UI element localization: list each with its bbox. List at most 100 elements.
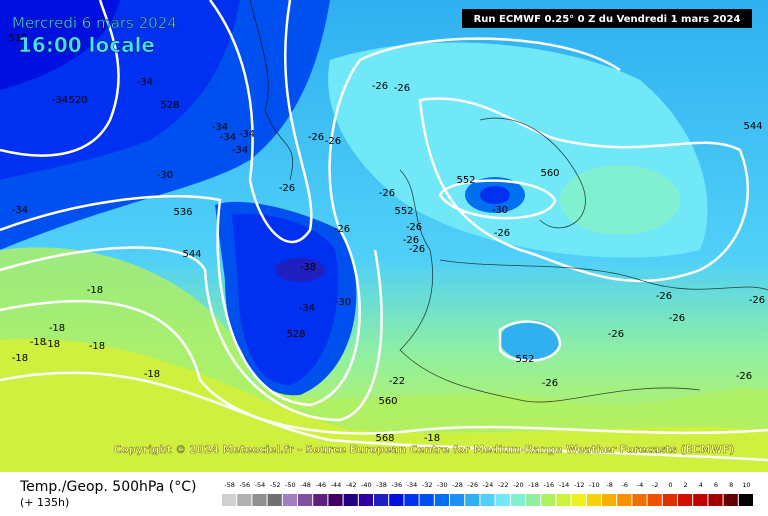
map-label: 520 bbox=[68, 95, 87, 106]
legend-swatch bbox=[313, 494, 328, 506]
map-label: 528 bbox=[286, 329, 305, 340]
map-label: -26 bbox=[372, 81, 388, 92]
contour bbox=[0, 371, 768, 462]
legend-swatch bbox=[434, 494, 449, 506]
map-label: -26 bbox=[608, 329, 624, 340]
map-label: -18 bbox=[44, 339, 60, 350]
map-label: 560 bbox=[540, 168, 559, 179]
legend-swatch bbox=[586, 494, 601, 506]
run-box bbox=[462, 9, 752, 28]
run-info: Run ECMWF 0.25° 0 Z du Vendredi 1 mars 2… bbox=[474, 14, 741, 25]
map-label: -18 bbox=[30, 337, 46, 348]
contour bbox=[0, 246, 383, 422]
legend-swatch bbox=[450, 494, 465, 506]
map-label: -26 bbox=[409, 244, 425, 255]
map-label: -18 bbox=[144, 369, 160, 380]
map-label: 568 bbox=[375, 433, 394, 444]
map-label: -18 bbox=[12, 353, 28, 364]
legend-label: -28 bbox=[452, 481, 463, 489]
legend-label: -52 bbox=[270, 481, 281, 489]
map-label: -26 bbox=[334, 224, 350, 235]
map-label: -18 bbox=[49, 323, 65, 334]
date: Mercredi 6 mars 2024 bbox=[12, 14, 177, 32]
legend-label: -26 bbox=[467, 481, 478, 489]
map-label: 552 bbox=[456, 175, 475, 186]
legend-swatch bbox=[693, 494, 708, 506]
legend-label: -46 bbox=[315, 481, 326, 489]
legend-swatch bbox=[389, 494, 404, 506]
contour bbox=[418, 97, 749, 283]
low bbox=[480, 186, 510, 204]
color-legend: -58 -56 -54 -52 -50 -48 -46 -44 -42 -40 -38 -36 -34-… bbox=[222, 481, 753, 506]
legend-label: -18 bbox=[528, 481, 539, 489]
legend-label: -10 bbox=[589, 481, 600, 489]
map-label: -18 bbox=[87, 285, 103, 296]
map-label: -34 bbox=[137, 77, 153, 88]
legend-label: -50 bbox=[285, 481, 296, 489]
map-label: -34 bbox=[52, 95, 68, 106]
legend-swatch bbox=[662, 494, 677, 506]
map-label: 552 bbox=[394, 206, 413, 217]
legend-label: -38 bbox=[376, 481, 387, 489]
map-label: -38 bbox=[300, 262, 316, 273]
legend-label: -14 bbox=[559, 481, 570, 489]
map-label: -26 bbox=[749, 295, 765, 306]
legend-label: -54 bbox=[255, 481, 266, 489]
map-label: -30 bbox=[157, 170, 173, 181]
legend-label: 6 bbox=[714, 481, 718, 489]
legend-swatch bbox=[252, 494, 267, 506]
map-label: -30 bbox=[335, 297, 351, 308]
legend-swatch bbox=[343, 494, 358, 506]
map-label: 552 bbox=[515, 354, 534, 365]
legend-label: -40 bbox=[361, 481, 372, 489]
legend-swatch bbox=[480, 494, 495, 506]
copyright: Copyright © 2024 Meteociel.fr - Source E… bbox=[114, 444, 735, 456]
map-label: -22 bbox=[389, 376, 405, 387]
coast bbox=[479, 117, 586, 229]
legend-label: -20 bbox=[513, 481, 524, 489]
map-label: -26 bbox=[736, 371, 752, 382]
legend-label: -44 bbox=[331, 481, 342, 489]
legend-swatch bbox=[328, 494, 343, 506]
legend-swatch bbox=[571, 494, 586, 506]
legend-swatch bbox=[419, 494, 434, 506]
map-label: -34 bbox=[212, 122, 228, 133]
legend-swatch bbox=[374, 494, 389, 506]
map-label: -26 bbox=[494, 228, 510, 239]
legend-label: 8 bbox=[729, 481, 733, 489]
map-label: -26 bbox=[379, 188, 395, 199]
contour bbox=[208, 0, 313, 244]
contour bbox=[438, 179, 557, 220]
map-label: -26 bbox=[542, 378, 558, 389]
legend-label: -12 bbox=[574, 481, 585, 489]
legend-swatch bbox=[465, 494, 480, 506]
map-label: -26 bbox=[279, 183, 295, 194]
coastlines bbox=[249, 0, 768, 403]
map-label: -26 bbox=[669, 313, 685, 324]
contour bbox=[0, 37, 621, 407]
coast bbox=[249, 0, 294, 181]
legend-label: -16 bbox=[543, 481, 554, 489]
legend-swatch bbox=[708, 494, 723, 506]
coast bbox=[439, 259, 768, 291]
legend-swatch bbox=[632, 494, 647, 506]
legend-swatch bbox=[298, 494, 313, 506]
map-label: -34 bbox=[299, 303, 315, 314]
legend-swatch bbox=[647, 494, 662, 506]
legend-swatch bbox=[222, 494, 237, 506]
legend-swatch bbox=[495, 494, 510, 506]
map-label: -34 bbox=[239, 129, 255, 140]
legend-swatch bbox=[237, 494, 252, 506]
low bbox=[500, 320, 560, 360]
legend-swatch bbox=[556, 494, 571, 506]
warm-zone bbox=[560, 165, 680, 235]
legend-label: -2 bbox=[652, 481, 658, 489]
contour bbox=[498, 320, 562, 362]
legend-label: -4 bbox=[637, 481, 643, 489]
legend-label: -42 bbox=[346, 481, 357, 489]
map-label: -18 bbox=[89, 341, 105, 352]
map-label: -26 bbox=[656, 291, 672, 302]
map-label: 560 bbox=[378, 396, 397, 407]
map-label: -26 bbox=[325, 136, 341, 147]
